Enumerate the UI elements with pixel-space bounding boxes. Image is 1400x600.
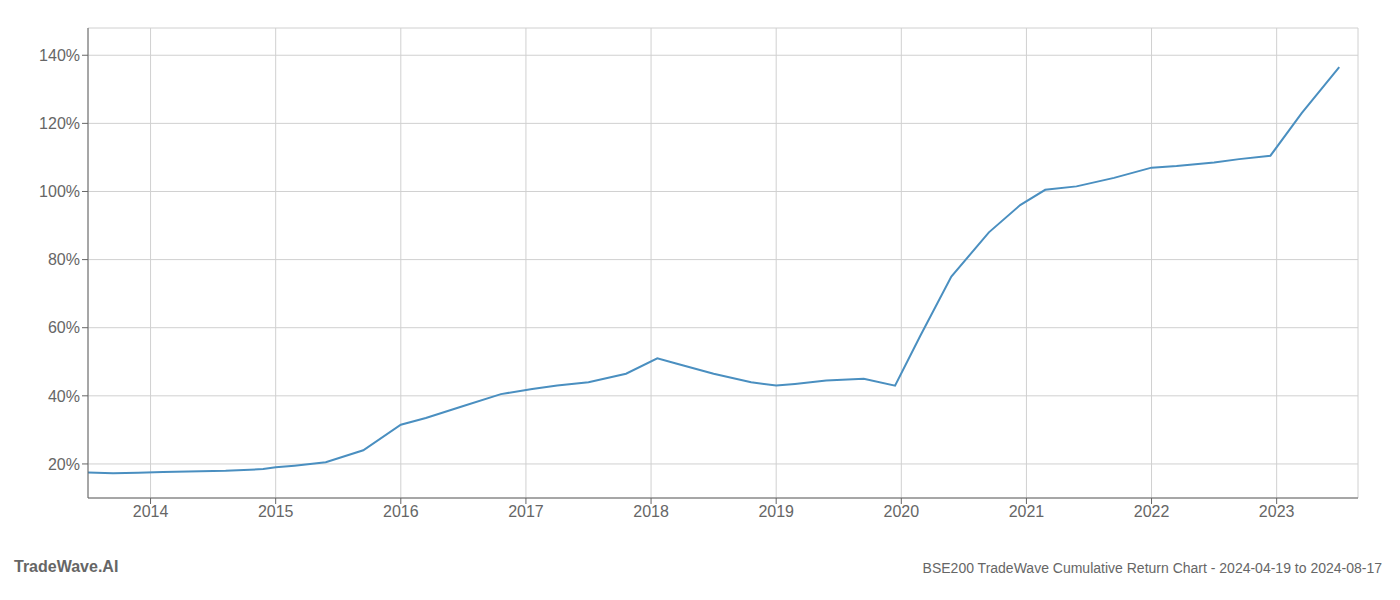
svg-text:20%: 20% bbox=[48, 456, 80, 473]
svg-text:80%: 80% bbox=[48, 251, 80, 268]
svg-text:120%: 120% bbox=[39, 115, 80, 132]
svg-text:2019: 2019 bbox=[758, 503, 794, 520]
svg-text:140%: 140% bbox=[39, 47, 80, 64]
svg-text:2020: 2020 bbox=[884, 503, 920, 520]
svg-text:2016: 2016 bbox=[383, 503, 419, 520]
svg-text:2023: 2023 bbox=[1259, 503, 1295, 520]
svg-text:60%: 60% bbox=[48, 319, 80, 336]
html-text:TradeWave.AI: TradeWave.AI bbox=[14, 558, 119, 575]
svg-text:2015: 2015 bbox=[258, 503, 294, 520]
svg-text:40%: 40% bbox=[48, 388, 80, 405]
html-text:BSE200 TradeWave Cumulative Re: BSE200 TradeWave Cumulative Return Chart… bbox=[922, 560, 1382, 576]
svg-text:2018: 2018 bbox=[633, 503, 669, 520]
svg-text:2022: 2022 bbox=[1134, 503, 1170, 520]
svg-text:2017: 2017 bbox=[508, 503, 544, 520]
svg-text:2014: 2014 bbox=[133, 503, 169, 520]
svg-text:100%: 100% bbox=[39, 183, 80, 200]
svg-text:2021: 2021 bbox=[1009, 503, 1045, 520]
